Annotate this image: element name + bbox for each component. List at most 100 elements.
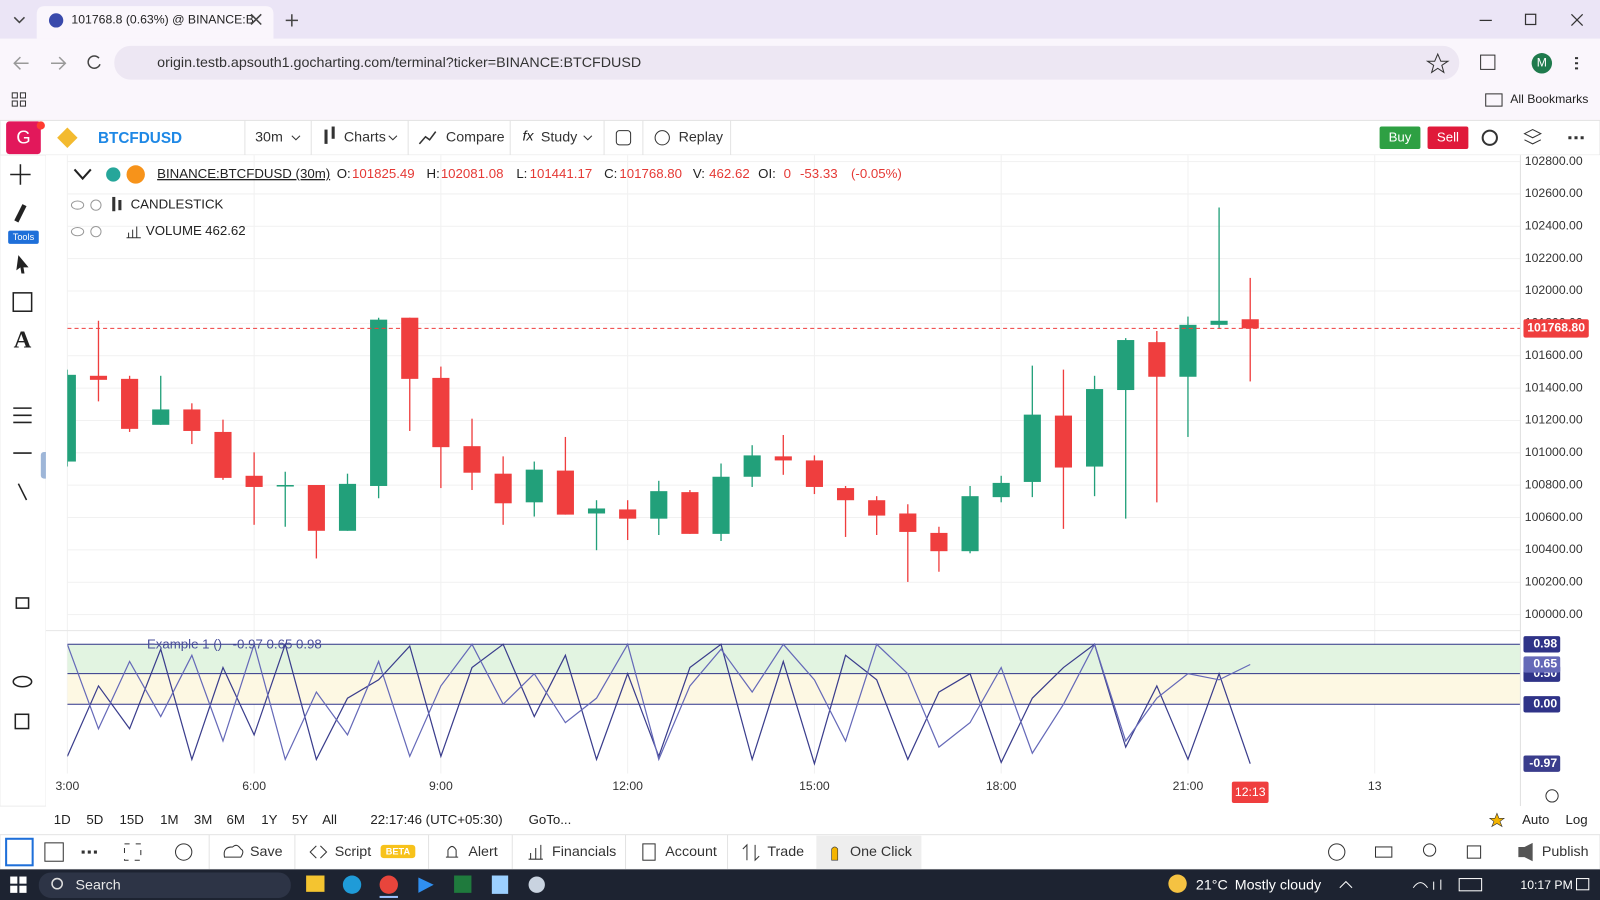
help-button[interactable] xyxy=(1328,843,1346,861)
new-tab[interactable] xyxy=(285,14,298,27)
app-notepad[interactable] xyxy=(491,875,509,894)
alert-button[interactable]: Alert xyxy=(468,844,497,860)
y-tick-label: 100200.00 xyxy=(1525,574,1583,588)
range-button[interactable]: 5Y xyxy=(292,812,308,827)
tray-expand[interactable] xyxy=(1339,880,1353,889)
save-button[interactable]: Save xyxy=(250,844,283,860)
range-button[interactable]: 1M xyxy=(160,812,178,827)
charts-menu[interactable]: Charts xyxy=(344,130,386,146)
financials-button[interactable]: Financials xyxy=(552,844,616,860)
extensions[interactable] xyxy=(1480,54,1496,70)
layout-single[interactable] xyxy=(5,837,34,867)
publish-button[interactable]: Publish xyxy=(1542,844,1589,860)
snapshot-button[interactable] xyxy=(615,130,632,146)
clock-time: 10:17 PM xyxy=(1520,878,1572,892)
close-window[interactable] xyxy=(1570,13,1584,26)
symbol[interactable]: BTCFDUSD xyxy=(98,130,182,147)
logo[interactable] xyxy=(6,121,41,155)
candle-body xyxy=(89,375,108,380)
logo-text: G xyxy=(16,127,30,148)
theme[interactable] xyxy=(175,843,193,861)
study-menu[interactable]: Study xyxy=(541,130,578,146)
trade-button[interactable]: Trade xyxy=(767,844,804,860)
sell-button[interactable] xyxy=(1427,126,1469,149)
favorite-star[interactable] xyxy=(1488,812,1506,828)
legend-symbol[interactable]: BINANCE:BTCFDUSD (30m) xyxy=(157,166,330,181)
omnibox[interactable] xyxy=(114,45,1460,80)
goto-button[interactable]: GoTo... xyxy=(529,812,572,827)
y-tick-label: 101600.00 xyxy=(1525,348,1583,362)
layers-button[interactable] xyxy=(1523,129,1542,145)
video-button[interactable] xyxy=(1466,845,1482,859)
range-button[interactable]: 15D xyxy=(119,812,143,827)
replay-button[interactable]: Replay xyxy=(679,130,724,146)
legend-field-value: 462.62 xyxy=(709,166,750,181)
one-click-button[interactable]: One Click xyxy=(850,844,913,860)
url[interactable]: origin.testb.apsouth1.gocharting.com/ter… xyxy=(157,55,641,71)
y-tick-label: 100400.00 xyxy=(1525,542,1583,556)
fib-tool[interactable] xyxy=(13,407,32,424)
app-explorer[interactable] xyxy=(306,875,325,892)
tray-icons[interactable] xyxy=(1412,879,1442,890)
search-box[interactable] xyxy=(38,872,291,898)
active-tab[interactable] xyxy=(36,6,274,39)
settings-icon[interactable] xyxy=(90,226,102,238)
buy-button[interactable] xyxy=(1379,126,1421,149)
legend-collapse[interactable] xyxy=(73,168,92,181)
settings-button[interactable] xyxy=(1481,129,1498,146)
range-button[interactable]: 5D xyxy=(86,812,103,827)
app-vscode[interactable] xyxy=(418,877,434,893)
range-button[interactable]: All xyxy=(322,812,337,827)
last-value-box xyxy=(1523,656,1561,673)
ideas-button[interactable] xyxy=(1422,843,1437,857)
app-chrome[interactable] xyxy=(379,875,398,894)
compare-button[interactable]: Compare xyxy=(446,130,505,146)
trend-tool[interactable] xyxy=(17,483,28,501)
candle-body xyxy=(1117,340,1135,391)
log-scale[interactable]: Log xyxy=(1565,812,1587,827)
text-tool[interactable]: A xyxy=(14,326,32,353)
delete-tool[interactable] xyxy=(14,713,30,730)
keyboard-indicator[interactable] xyxy=(1458,878,1483,892)
back[interactable] xyxy=(13,56,29,70)
volume-name: VOLUME xyxy=(146,223,202,238)
app-paint[interactable] xyxy=(528,876,545,893)
apps-icon[interactable] xyxy=(11,92,27,107)
reload[interactable] xyxy=(87,55,101,69)
eye-icon[interactable] xyxy=(70,200,85,210)
publish-icon xyxy=(1518,842,1533,862)
forward[interactable] xyxy=(51,56,67,70)
fullscreen[interactable] xyxy=(123,843,142,861)
account-button[interactable]: Account xyxy=(665,844,717,860)
notifications[interactable] xyxy=(1576,878,1590,891)
tab-search[interactable] xyxy=(13,16,26,24)
axis-settings[interactable] xyxy=(1545,789,1559,803)
app-excel[interactable] xyxy=(454,875,472,893)
range-button[interactable]: 1D xyxy=(54,812,71,827)
script-button[interactable]: Script xyxy=(335,844,372,860)
shape-tool[interactable] xyxy=(12,292,33,312)
bookmark-star[interactable] xyxy=(1425,52,1450,74)
range-button[interactable]: 3M xyxy=(194,812,212,827)
start-button[interactable] xyxy=(10,876,27,893)
range-button[interactable]: 1Y xyxy=(261,812,277,827)
candle-body xyxy=(67,374,76,462)
range-button[interactable]: 6M xyxy=(227,812,245,827)
app-edge[interactable] xyxy=(342,875,362,894)
crosshair-tool[interactable] xyxy=(10,164,31,185)
pen-tool[interactable] xyxy=(14,204,27,223)
auto-scale[interactable]: Auto xyxy=(1522,812,1549,827)
profile-avatar[interactable] xyxy=(1531,53,1553,74)
keyboard-button[interactable] xyxy=(1375,846,1393,858)
level-label: 0.98 xyxy=(1533,637,1557,651)
visibility-tool[interactable] xyxy=(12,675,33,688)
eye-icon[interactable] xyxy=(70,227,85,237)
all-bookmarks[interactable]: All Bookmarks xyxy=(1510,92,1588,106)
maximize[interactable] xyxy=(1524,13,1537,26)
lock-tool[interactable] xyxy=(15,597,30,609)
tab-close[interactable] xyxy=(250,13,262,26)
cursor-tool[interactable] xyxy=(16,255,29,274)
interval[interactable]: 30m xyxy=(255,130,283,146)
layout-split[interactable] xyxy=(44,842,64,862)
settings-icon[interactable] xyxy=(90,199,102,211)
